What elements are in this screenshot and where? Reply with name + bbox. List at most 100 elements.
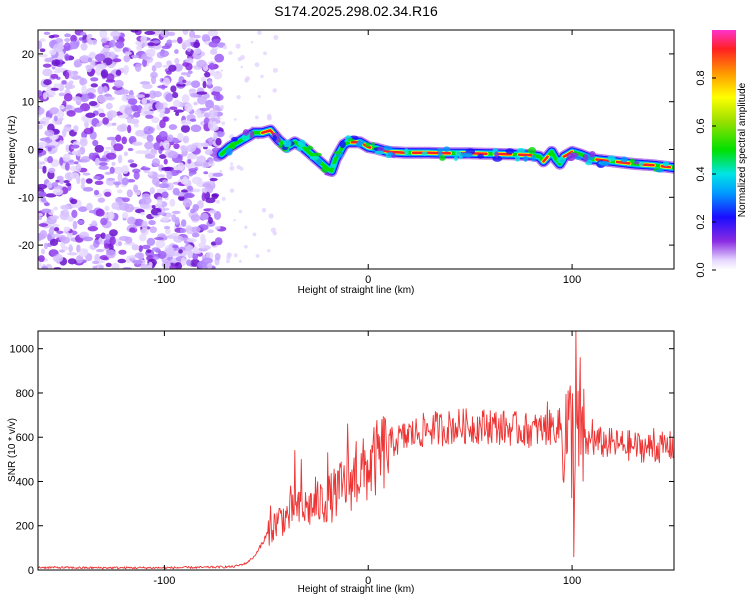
noise-blob: [143, 125, 154, 135]
noise-blob: [38, 40, 43, 50]
noise-blob: [79, 77, 88, 86]
noise-blob: [90, 83, 98, 88]
x-tick-label: 0: [365, 575, 371, 587]
noise-blob: [196, 109, 202, 119]
noise-blob: [173, 143, 180, 150]
noise-blob: [204, 71, 211, 78]
noise-blob: [214, 226, 221, 230]
y-tick-label: 0: [28, 565, 34, 577]
noise-blob: [208, 136, 213, 146]
noise-blob: [113, 166, 124, 175]
noise-dot: [244, 244, 248, 249]
ridge-blob: [570, 152, 579, 158]
noise-blob: [117, 115, 129, 119]
noise-blob: [64, 33, 71, 38]
noise-blob: [186, 47, 192, 52]
noise-blob: [201, 187, 208, 194]
colorbar-ticks: 0.0 0.2 0.4 0.6 0.8: [695, 70, 716, 278]
ridge-blob: [589, 151, 596, 158]
y-tick-label: 800: [16, 388, 34, 400]
noise-blob: [39, 48, 46, 53]
colorbar-tick-label: 0.0: [695, 262, 707, 277]
noise-blob: [80, 43, 88, 51]
noise-blob: [200, 233, 206, 242]
noise-blob: [133, 171, 140, 180]
noise-dot: [227, 252, 231, 257]
ridge-blob: [356, 139, 365, 145]
ridge-blob: [404, 148, 409, 156]
noise-blob: [121, 212, 129, 219]
noise-dot: [215, 70, 220, 75]
noise-blob: [104, 44, 110, 48]
noise-blob: [153, 236, 164, 241]
noise-blob: [142, 58, 147, 68]
noise-blob: [71, 209, 78, 219]
noise-blob: [48, 167, 56, 174]
noise-blob: [102, 85, 108, 94]
noise-blob: [171, 39, 178, 43]
noise-dot: [267, 113, 272, 119]
ridge-blob: [438, 155, 446, 161]
ridge-blob: [296, 146, 303, 151]
noise-blob: [80, 184, 86, 190]
noise-blob: [104, 243, 110, 249]
noise-blob: [180, 219, 187, 227]
noise-blob: [44, 129, 55, 137]
noise-blob: [62, 153, 71, 162]
noise-blob: [187, 185, 193, 192]
noise-blob: [91, 260, 100, 265]
noise-blob: [177, 195, 185, 201]
ridge-core-red: [260, 128, 276, 137]
noise-blob: [80, 177, 86, 186]
noise-blob: [39, 161, 46, 165]
noise-blob: [141, 220, 148, 230]
noise-blob: [181, 40, 188, 50]
noise-blob: [214, 53, 225, 63]
noise-blob: [40, 197, 47, 203]
noise-blob: [188, 168, 198, 172]
y-tick-label: 0: [28, 145, 34, 157]
noise-blob: [176, 83, 186, 87]
noise-blob: [90, 77, 99, 82]
noise-blob: [174, 49, 179, 55]
ridge-blob: [443, 146, 451, 152]
ridge-blob: [331, 163, 337, 168]
noise-blob: [87, 57, 93, 63]
noise-blob: [42, 165, 47, 174]
noise-blob: [148, 220, 156, 226]
noise-blob: [96, 123, 101, 127]
noise-blob: [141, 244, 151, 250]
ridge-blob: [516, 147, 526, 153]
noise-blob: [44, 202, 50, 207]
noise-blob: [67, 216, 74, 222]
noise-dot: [268, 213, 274, 219]
noise-blob: [166, 60, 172, 66]
noise-blob: [190, 214, 201, 222]
ridge-core-red: [595, 158, 611, 163]
noise-blob: [184, 103, 193, 113]
noise-blob: [190, 92, 198, 98]
noise-blob: [123, 67, 129, 75]
noise-dot: [220, 69, 223, 72]
noise-blob: [61, 246, 69, 251]
noise-blob: [97, 85, 105, 95]
noise-blob: [80, 155, 91, 163]
noise-blob: [207, 120, 214, 130]
noise-blob: [140, 35, 147, 43]
noise-blob: [115, 134, 122, 143]
noise-blob: [111, 122, 117, 126]
ridge-core-red: [615, 160, 631, 165]
noise-blob: [60, 204, 71, 210]
noise-blob: [126, 189, 133, 198]
noise-blob: [196, 91, 208, 95]
noise-blob: [180, 124, 190, 133]
noise-blob: [99, 30, 108, 39]
noise-blob: [100, 69, 109, 79]
noise-blob: [140, 262, 147, 269]
noise-blob: [38, 183, 47, 190]
noise-blob: [49, 49, 57, 56]
noise-blob: [104, 205, 110, 211]
noise-blob: [172, 244, 179, 249]
